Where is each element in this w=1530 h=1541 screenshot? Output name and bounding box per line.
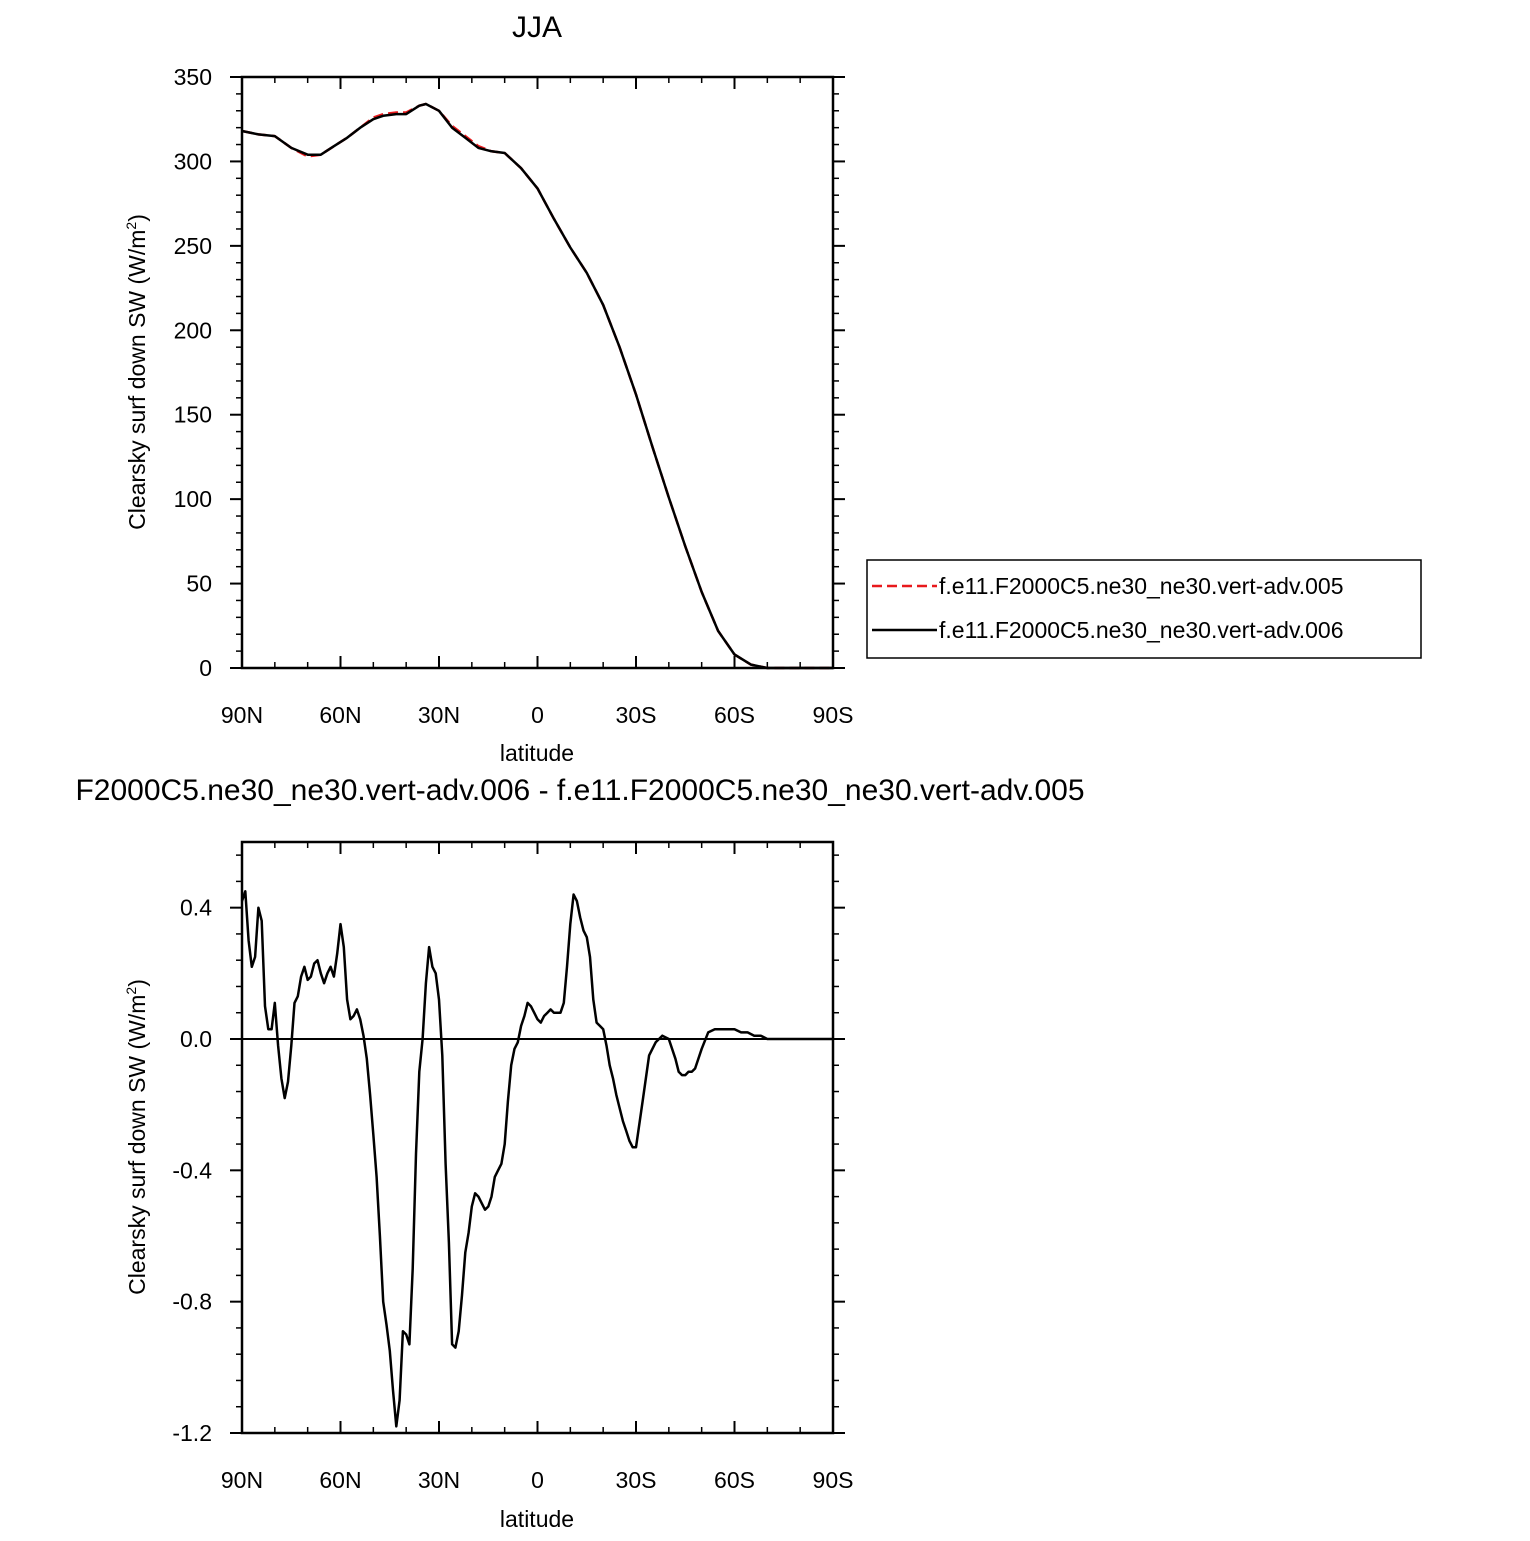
bottom-y-tick-label: -0.4 <box>172 1157 212 1183</box>
bottom-series-lines <box>240 890 833 1428</box>
bottom-x-tick-label: 60N <box>319 1467 361 1493</box>
top-plot-frame <box>240 75 835 670</box>
top-panel: JJA 90N 60N 30N 0 30S 60S 90S 0 50 100 150 200 250 3… <box>123 11 853 766</box>
top-y-axis-label-close: ) <box>124 214 150 222</box>
top-series-line-2 <box>241 102 833 670</box>
bottom-x-tick-label: 30N <box>418 1467 460 1493</box>
bottom-y-tick-label: 0.0 <box>180 1026 212 1052</box>
top-y-axis-label: Clearsky surf down SW (W/m2) <box>123 214 150 530</box>
bottom-y-tick-label: -0.8 <box>172 1289 212 1315</box>
bottom-y-axis-label: Clearsky surf down SW (W/m2) <box>123 979 150 1295</box>
bottom-y-axis-label-sup: 2 <box>123 987 139 995</box>
top-y-tick-label: 150 <box>174 402 212 428</box>
bottom-x-tick-label: 0 <box>531 1467 544 1493</box>
top-x-tick-label: 30N <box>418 702 460 728</box>
top-y-tick-label: 50 <box>186 571 212 597</box>
legend: f.e11.F2000C5.ne30_ne30.vert-adv.005 f.e… <box>866 559 1422 659</box>
top-x-tick-label: 90N <box>221 702 263 728</box>
top-y-axis-label-sup: 2 <box>123 222 139 230</box>
bottom-x-tick-label: 30S <box>616 1467 657 1493</box>
bottom-y-axis-label-close: ) <box>124 979 150 987</box>
top-chart-title: JJA <box>512 11 562 44</box>
bottom-y-axis-label-main: Clearsky surf down SW (W/m <box>124 995 150 1295</box>
top-axis-ticks <box>230 76 845 669</box>
bottom-x-tick-label: 60S <box>714 1467 755 1493</box>
top-y-tick-label: 250 <box>174 233 212 259</box>
top-y-tick-label: 350 <box>174 64 212 90</box>
bottom-plot-frame <box>240 840 835 1435</box>
bottom-y-tick-label: -1.2 <box>172 1420 212 1446</box>
top-x-tick-label: 60N <box>319 702 361 728</box>
top-y-tick-label: 200 <box>174 317 212 343</box>
top-x-tick-label: 30S <box>616 702 657 728</box>
bottom-chart-title: F2000C5.ne30_ne30.vert-adv.006 - f.e11.F… <box>75 774 1084 807</box>
top-y-tick-label: 100 <box>174 486 212 512</box>
top-y-tick-labels: 0 50 100 150 200 250 300 350 <box>174 64 212 681</box>
top-y-axis-label-main: Clearsky surf down SW (W/m <box>124 230 150 530</box>
top-x-axis-label: latitude <box>500 740 574 766</box>
top-y-tick-label: 300 <box>174 148 212 174</box>
top-series-lines <box>241 102 833 670</box>
legend-entry-1: f.e11.F2000C5.ne30_ne30.vert-adv.005 <box>939 573 1344 599</box>
legend-box <box>866 559 1422 659</box>
bottom-x-axis-label: latitude <box>500 1506 574 1532</box>
bottom-panel: F2000C5.ne30_ne30.vert-adv.006 - f.e11.F… <box>75 774 1084 1532</box>
top-y-tick-label: 0 <box>199 655 212 681</box>
bottom-x-tick-labels: 90N 60N 30N 0 30S 60S 90S <box>221 1467 854 1493</box>
legend-entry-2: f.e11.F2000C5.ne30_ne30.vert-adv.006 <box>939 617 1344 643</box>
bottom-x-tick-label: 90S <box>813 1467 854 1493</box>
top-x-tick-label: 0 <box>531 702 544 728</box>
top-x-tick-label: 60S <box>714 702 755 728</box>
bottom-y-tick-label: 0.4 <box>180 895 212 921</box>
bottom-axis-ticks <box>230 842 845 1434</box>
bottom-series-line-1 <box>240 890 833 1428</box>
top-x-tick-label: 90S <box>813 702 854 728</box>
top-x-tick-labels: 90N 60N 30N 0 30S 60S 90S <box>221 702 854 728</box>
bottom-x-tick-label: 90N <box>221 1467 263 1493</box>
bottom-y-tick-labels: -1.2 -0.8 -0.4 0.0 0.4 <box>172 895 212 1446</box>
